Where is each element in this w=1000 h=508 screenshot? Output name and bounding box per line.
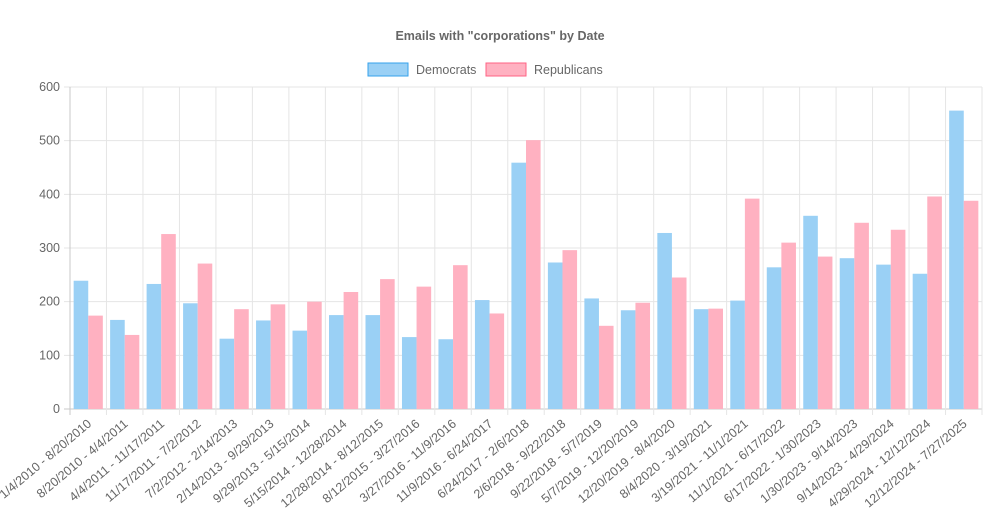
bar-democrats[interactable] [620,310,636,409]
bar-democrats[interactable] [912,273,928,409]
legend-swatch-republicans [485,62,527,77]
bar-republicans[interactable] [124,334,140,409]
bar-democrats[interactable] [73,280,89,409]
bar-democrats[interactable] [657,232,672,409]
bar-democrats[interactable] [693,309,709,409]
bar-republicans[interactable] [781,242,796,409]
y-axis: 0 100 200 300 400 500 600 [39,80,60,416]
bar-republicans[interactable] [927,196,942,409]
legend-swatch-democrats [367,62,409,77]
bar-republicans[interactable] [526,140,541,409]
bar-democrats[interactable] [803,215,818,409]
bar-democrats[interactable] [365,315,381,409]
bar-republicans[interactable] [453,265,468,409]
legend-item-democrats[interactable]: Democrats [367,62,476,77]
bars [73,110,979,409]
y-tick-label: 300 [39,241,60,255]
bar-democrats[interactable] [146,283,162,409]
bar-republicans[interactable] [744,198,760,409]
bar-democrats[interactable] [474,300,490,409]
bar-republicans[interactable] [817,256,833,409]
bar-republicans[interactable] [380,279,395,409]
bar-democrats[interactable] [110,319,125,409]
bar-republicans[interactable] [416,286,432,409]
bar-democrats[interactable] [292,330,308,409]
bar-republicans[interactable] [343,292,359,409]
bar-republicans[interactable] [270,304,286,409]
bar-republicans[interactable] [562,250,578,409]
bar-democrats[interactable] [839,258,855,409]
bar-democrats[interactable] [511,162,526,409]
bar-democrats[interactable] [219,338,235,409]
bar-democrats[interactable] [730,300,745,409]
bar-democrats[interactable] [183,303,198,409]
bar-republicans[interactable] [489,313,505,409]
bar-republicans[interactable] [197,263,213,409]
bar-democrats[interactable] [256,320,271,409]
bar-republicans[interactable] [234,309,249,409]
y-tick-label: 400 [39,187,60,201]
bar-democrats[interactable] [547,262,563,409]
bar-republicans[interactable] [708,308,723,409]
bar-democrats[interactable] [876,264,891,409]
bar-democrats[interactable] [766,267,782,409]
y-tick-label: 0 [53,402,60,416]
bar-republicans[interactable] [307,301,322,409]
grid [64,86,983,415]
bar-republicans[interactable] [598,325,614,409]
bar-democrats[interactable] [584,298,599,409]
y-tick-label: 200 [39,295,60,309]
bar-democrats[interactable] [438,339,454,409]
legend: Democrats Republicans [367,62,603,77]
bar-democrats[interactable] [949,110,964,409]
y-tick-label: 500 [39,134,60,148]
bar-republicans[interactable] [671,277,687,409]
legend-label-republicans: Republicans [534,63,603,77]
bar-republicans[interactable] [854,222,869,409]
bar-democrats[interactable] [401,337,417,409]
chart-title: Emails with "corporations" by Date [395,29,604,43]
bar-republicans[interactable] [635,302,651,409]
y-tick-label: 600 [39,80,60,94]
bar-democrats[interactable] [329,315,344,409]
bar-republicans[interactable] [963,200,979,409]
y-tick-label: 100 [39,348,60,362]
legend-item-republicans[interactable]: Republicans [485,62,603,77]
bar-republicans[interactable] [88,315,103,409]
bar-republicans[interactable] [890,229,906,409]
bar-republicans[interactable] [161,234,176,409]
legend-label-democrats: Democrats [416,63,476,77]
